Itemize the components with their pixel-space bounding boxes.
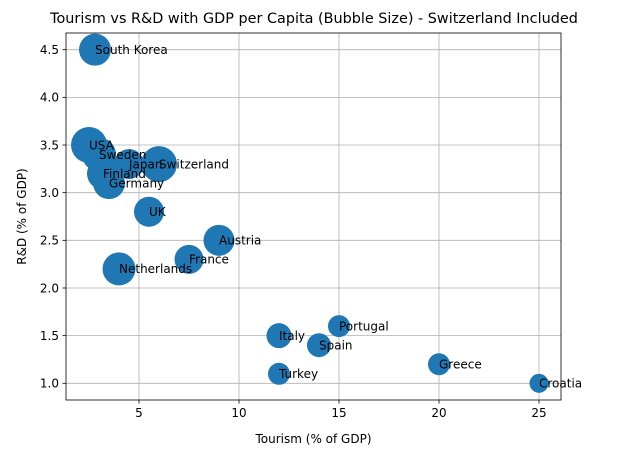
bubble-label: Sweden: [99, 148, 146, 162]
bubble-label: Netherlands: [119, 262, 192, 276]
bubble-point: [268, 362, 290, 385]
bubble-label: Austria: [219, 234, 261, 248]
bubble-label: Spain: [319, 338, 353, 352]
y-tick-label: 4.5: [40, 43, 59, 57]
x-tick-label: 25: [531, 406, 546, 420]
bubble-point: [266, 323, 292, 349]
y-axis-ticks: 1.0 1.5 2.0 2.5 3.0 3.5 4.0 4.5: [40, 43, 66, 391]
bubble-point: [93, 167, 125, 200]
bubble-point: [134, 196, 164, 227]
x-axis-label: Tourism (% of GDP): [255, 432, 372, 446]
x-tick-label: 10: [231, 406, 246, 420]
bubble-point: [328, 315, 350, 338]
bubble-point: [141, 146, 177, 183]
y-tick-label: 2.5: [40, 234, 59, 248]
bubble-label: UK: [149, 205, 167, 219]
bubble-label: Italy: [279, 329, 305, 343]
x-tick-label: 5: [135, 406, 143, 420]
bubble-label: Switzerland: [159, 157, 229, 171]
x-axis-ticks: 5 10 15 20 25: [135, 400, 547, 420]
bubble-point: [529, 373, 549, 393]
bubble-point: [79, 33, 111, 66]
bubble-label: Portugal: [339, 319, 389, 333]
plot-frame: [65, 32, 562, 401]
x-tick-label: 20: [431, 406, 446, 420]
chart-title: Tourism vs R&D with GDP per Capita (Bubb…: [49, 11, 578, 27]
y-tick-label: 2.0: [40, 281, 59, 295]
y-axis-label: R&D (% of GDP): [15, 168, 29, 265]
y-tick-label: 1.0: [40, 377, 59, 391]
bubble-label: Turkey: [278, 367, 318, 381]
bubble-point: [428, 353, 450, 376]
bubble-point: [174, 244, 204, 274]
bubble-point: [114, 149, 144, 180]
bubble-point: [203, 224, 235, 256]
bubble-label: Japan: [128, 157, 162, 171]
bubble-label: Croatia: [539, 377, 582, 391]
bubble-label: France: [189, 253, 229, 267]
bubble-label: Greece: [439, 358, 482, 372]
bubble-label: USA: [89, 138, 115, 152]
y-tick-label: 1.5: [40, 329, 59, 343]
y-tick-label: 3.0: [40, 186, 59, 200]
bubble-series: [71, 33, 549, 393]
grid-lines: [66, 33, 561, 400]
y-tick-label: 4.0: [40, 91, 59, 105]
bubble-label: Finland: [103, 167, 146, 181]
bubble-label: Germany: [109, 176, 164, 190]
bubble-label: South Korea: [95, 43, 168, 57]
bubble-point: [102, 252, 136, 286]
bubble-point: [307, 333, 331, 358]
y-tick-label: 3.5: [40, 138, 59, 152]
x-tick-label: 15: [331, 406, 346, 420]
